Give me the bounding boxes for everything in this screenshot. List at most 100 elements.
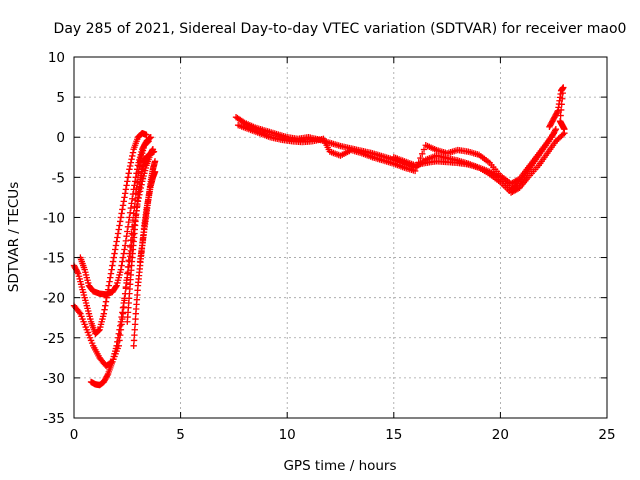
data-point: [115, 226, 122, 233]
data-point: [114, 234, 121, 241]
data-point: [417, 154, 424, 162]
data-point: [127, 204, 135, 212]
data-point: [114, 338, 121, 345]
data-point: [116, 326, 123, 333]
data-point: [76, 309, 83, 316]
data-point: [559, 89, 566, 97]
x-tick-label: 10: [279, 427, 296, 443]
data-point: [102, 298, 110, 305]
data-point: [557, 106, 565, 114]
data-point: [128, 200, 135, 207]
data-point: [121, 242, 129, 249]
data-point: [129, 195, 136, 202]
data-point: [554, 108, 561, 116]
data-point: [111, 250, 118, 257]
data-point: [114, 230, 122, 237]
data-point: [411, 167, 419, 175]
y-tick-label: -20: [43, 291, 65, 307]
y-tick-label: 0: [56, 130, 65, 146]
data-point: [125, 257, 132, 264]
data-point: [124, 223, 132, 231]
data-point: [557, 112, 564, 119]
data-point: [129, 190, 137, 198]
data-point: [126, 214, 133, 221]
grid: [74, 57, 607, 418]
data-point: [123, 279, 130, 287]
data-point: [123, 182, 130, 189]
data-point: [129, 149, 137, 156]
data-point: [559, 95, 566, 102]
data-point: [150, 148, 158, 155]
data-point: [131, 182, 138, 189]
data-point: [108, 266, 115, 273]
data-point: [126, 162, 134, 170]
data-point: [128, 156, 135, 163]
data-point: [121, 246, 128, 253]
data-point: [74, 269, 81, 276]
data-point: [123, 232, 130, 240]
x-tick-label: 20: [492, 427, 509, 443]
data-point: [109, 258, 117, 265]
y-tick-label: -30: [43, 371, 65, 387]
series-arc-3: [77, 134, 154, 298]
data-point: [119, 309, 126, 316]
data-point: [118, 210, 125, 217]
data-point: [122, 186, 130, 193]
data-point: [132, 315, 139, 323]
data-point: [130, 337, 138, 344]
data-point: [558, 101, 565, 108]
data-point: [125, 218, 132, 226]
data-point: [105, 282, 113, 289]
data-point: [420, 146, 428, 153]
data-point: [120, 250, 127, 257]
data-point: [112, 283, 120, 290]
data-point: [116, 222, 123, 229]
data-point: [550, 130, 557, 137]
chart-title: Day 285 of 2021, Sidereal Day-to-day VTE…: [54, 21, 627, 37]
data-point: [131, 331, 138, 339]
series-arc-5: [124, 148, 158, 325]
data-point: [117, 214, 125, 221]
axis-ticks: 0 5 10 15 20 25 -35 -30 -25 -20 -15 -10 -5 0 5 10: [43, 50, 616, 443]
data-point: [116, 218, 124, 225]
data-point: [114, 334, 122, 341]
data-point: [552, 126, 560, 133]
data-point: [104, 372, 111, 379]
data-point: [110, 254, 117, 261]
data-point: [119, 254, 127, 261]
data-point: [121, 190, 129, 197]
data-point: [143, 131, 150, 139]
x-axis-label: GPS time / hours: [283, 458, 396, 474]
data-point: [147, 134, 154, 141]
data-point: [131, 321, 139, 328]
data-point: [126, 166, 133, 173]
y-tick-label: -25: [43, 331, 65, 347]
data-point: [122, 237, 130, 245]
x-tick-label: 25: [598, 427, 615, 443]
data-point: [118, 313, 125, 321]
data-point: [109, 262, 116, 269]
x-tick-label: 5: [176, 427, 185, 443]
data-point: [560, 84, 567, 91]
data-point: [129, 152, 136, 160]
data-point: [102, 302, 109, 309]
data-point: [125, 170, 132, 177]
y-tick-label: 5: [56, 90, 65, 106]
data-point: [131, 326, 138, 333]
series-arc-9: [234, 121, 557, 187]
data-point: [117, 266, 125, 273]
series-arc-7: [136, 158, 159, 265]
data-point: [559, 131, 567, 138]
data-point: [146, 134, 154, 142]
data-point: [124, 228, 131, 235]
y-tick-label: -35: [43, 411, 65, 427]
y-axis-label: SDTVAR / TECUs: [6, 182, 22, 292]
series-arc-10: [390, 130, 568, 196]
data-point: [119, 202, 127, 209]
data-point: [107, 270, 115, 277]
y-tick-label: -5: [52, 170, 65, 186]
data-point: [125, 263, 132, 271]
data-point: [119, 258, 126, 265]
